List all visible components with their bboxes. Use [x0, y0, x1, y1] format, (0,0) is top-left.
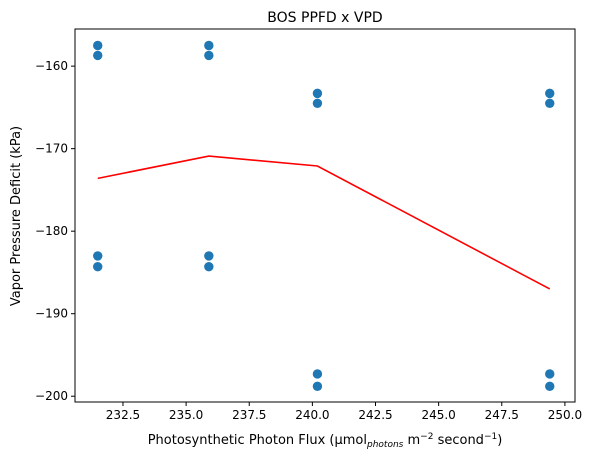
x-axis-label-unit-m: m	[403, 433, 420, 448]
y-tick-label: −160	[35, 59, 68, 73]
x-axis-label-unit-second: second	[433, 433, 484, 448]
x-axis-label-main: Photosynthetic Photon Flux (μmol	[148, 433, 367, 448]
scatter-point-15	[545, 369, 555, 379]
scatter-point-7	[204, 251, 214, 261]
trend-line	[97, 155, 551, 290]
x-axis-label-superscript-1: −2	[420, 432, 433, 442]
x-tick-label: 250.0	[548, 408, 582, 422]
y-tick-label: −170	[35, 142, 68, 156]
x-axis-label: Photosynthetic Photon Flux (μmolphotons …	[148, 432, 503, 450]
x-tick-label: 237.5	[232, 408, 266, 422]
x-tick-label: 242.5	[358, 408, 392, 422]
scatter-point-8	[204, 261, 214, 272]
y-tick-label: −180	[35, 224, 68, 238]
scatter-point-5	[204, 40, 214, 51]
scatter-point-12	[312, 381, 323, 392]
x-tick-label: 240.0	[295, 408, 329, 422]
scatter-point-14	[545, 98, 555, 108]
x-tick-label: 247.5	[485, 408, 519, 422]
scatter-point-4	[93, 261, 103, 272]
x-axis-label-superscript-2: −1	[484, 432, 497, 442]
scatter-point-6	[204, 50, 214, 61]
plot-content	[93, 40, 555, 392]
x-tick-label: 245.0	[421, 408, 455, 422]
scatter-point-16	[545, 381, 555, 392]
x-axis-label-subscript: photons	[366, 440, 404, 450]
y-tick-label: −200	[35, 389, 68, 403]
scatter-point-10	[312, 98, 323, 108]
y-axis: −160 −170 −180 −190 −200	[35, 59, 75, 403]
scatter-point-1	[93, 40, 103, 51]
scatter-point-3	[93, 251, 103, 261]
plot-area-frame	[74, 28, 576, 403]
y-tick-label: −190	[35, 307, 68, 321]
x-tick-label: 232.5	[106, 408, 140, 422]
x-axis-label-end: )	[497, 433, 502, 448]
scatter-point-13	[545, 88, 555, 99]
chart-title: BOS PPFD x VPD	[267, 10, 382, 26]
y-axis-label: Vapor Pressure Deficit (kPa)	[9, 126, 24, 306]
scatter-point-2	[93, 50, 103, 61]
scatter-point-11	[312, 369, 323, 379]
scatter-point-9	[312, 88, 323, 99]
x-tick-label: 235.0	[169, 408, 203, 422]
x-axis: 232.5 235.0 237.5 240.0 242.5 245.0 247.5 250.0	[106, 402, 582, 422]
